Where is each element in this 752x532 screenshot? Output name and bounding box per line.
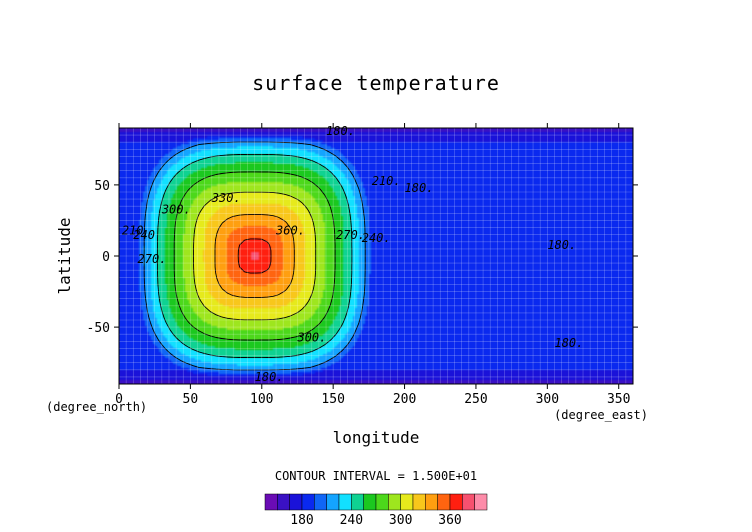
contour-line-330 <box>214 214 295 298</box>
contour-label: 300. <box>161 202 191 216</box>
colorbar-tick-label: 240 <box>340 513 363 528</box>
x-tick-label: 100 <box>250 392 273 407</box>
colorbar-swatch <box>301 493 315 511</box>
colorbar-swatch <box>363 493 377 511</box>
contour-label: 210. <box>372 174 401 188</box>
contour-label: 180. <box>255 370 284 384</box>
y-tick-label: -50 <box>87 321 110 336</box>
colorbar-swatch <box>338 493 352 511</box>
colorbar-swatch <box>412 493 426 511</box>
x-axis-label: longitude <box>333 428 420 447</box>
x-tick-label: 300 <box>536 392 559 407</box>
gridlines <box>119 128 633 384</box>
x-tick-label: 50 <box>183 392 199 407</box>
colorbar-swatch <box>449 493 463 511</box>
contour-line-270 <box>173 171 336 341</box>
colorbar-swatch <box>277 493 290 511</box>
temperature-field <box>119 128 633 384</box>
colorbar-swatch <box>289 493 303 511</box>
colorbar-swatch <box>375 493 389 511</box>
colorbar-ticks: 180 240 300 360 <box>290 513 461 528</box>
chart-title: surface temperature <box>252 71 500 95</box>
x-tick-label: 200 <box>393 392 416 407</box>
x-axis-unit: (degree_east) <box>554 408 648 422</box>
contour-label: 180. <box>547 238 576 252</box>
contour-label: 360. <box>275 224 305 238</box>
contour-interval-text: CONTOUR INTERVAL = 1.500E+01 <box>275 469 477 483</box>
x-tick-label: 250 <box>464 392 487 407</box>
contour-line-360 <box>237 238 272 274</box>
colorbar-tick-label: 180 <box>290 513 313 528</box>
contour-label: 270. <box>336 228 365 242</box>
colorbar-swatch <box>437 493 451 511</box>
y-tick-label: 0 <box>102 250 110 265</box>
contour-label: 330. <box>211 191 241 205</box>
contour-label: 180. <box>405 181 434 195</box>
colorbar-swatch <box>326 493 340 511</box>
contour-label: 180. <box>326 124 355 138</box>
colorbar-tick-label: 300 <box>389 513 412 528</box>
y-tick-label: 50 <box>94 179 110 194</box>
contour-line-240 <box>156 153 353 359</box>
y-axis-unit: (degree_north) <box>46 400 147 414</box>
colorbar <box>264 493 488 511</box>
colorbar-tick-label: 360 <box>438 513 461 528</box>
x-tick-label: 0 <box>115 392 123 407</box>
y-axis-label: latitude <box>55 217 74 294</box>
colorbar-swatch <box>474 493 488 511</box>
contour-label: 210 <box>122 224 144 238</box>
contour-line-210 <box>143 141 366 371</box>
contour-line-300 <box>193 191 317 321</box>
colorbar-swatch <box>462 493 475 511</box>
contour-label: 180. <box>554 336 583 350</box>
contour-lines <box>143 141 366 371</box>
contour-label: 300. <box>296 330 326 344</box>
contour-label: 240 <box>133 228 155 242</box>
contour-label: 240. <box>362 231 391 245</box>
x-axis-ticks: 0 50 100 150 200 250 300 350 <box>115 123 630 407</box>
x-tick-label: 150 <box>321 392 344 407</box>
colorbar-swatch <box>400 493 414 511</box>
y-axis-ticks: -50 0 50 <box>87 179 638 336</box>
colorbar-swatch <box>425 493 438 511</box>
colorbar-swatch <box>264 493 278 511</box>
colorbar-swatch <box>351 493 364 511</box>
x-tick-label: 350 <box>607 392 630 407</box>
contour-label: 270. <box>138 252 167 266</box>
colorbar-swatch <box>388 493 401 511</box>
colorbar-swatch <box>314 493 327 511</box>
